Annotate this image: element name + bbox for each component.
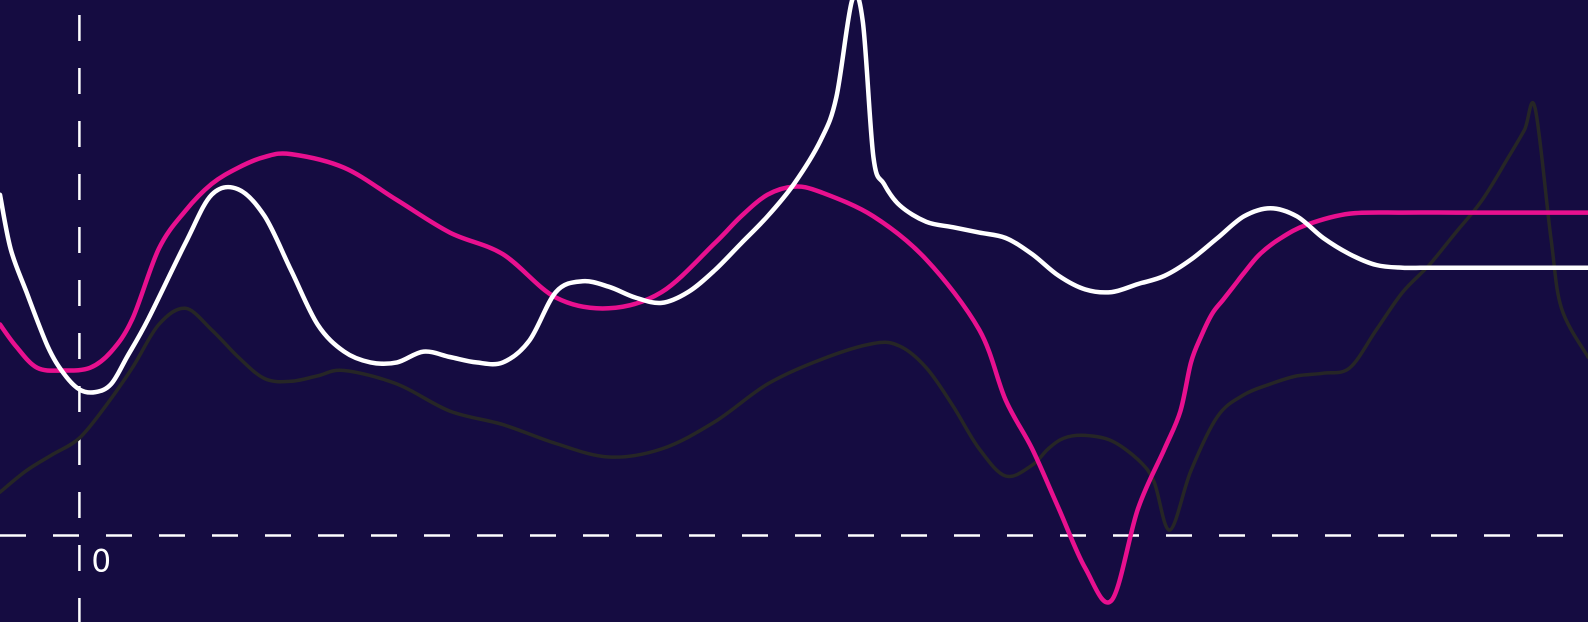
series-line-2	[0, 0, 1588, 395]
series-line-1	[0, 151, 1588, 605]
axes: 0	[0, 15, 1588, 622]
series-line-3	[0, 101, 1588, 532]
origin-tick-label: 0	[91, 543, 111, 579]
series-layer	[0, 0, 1588, 605]
